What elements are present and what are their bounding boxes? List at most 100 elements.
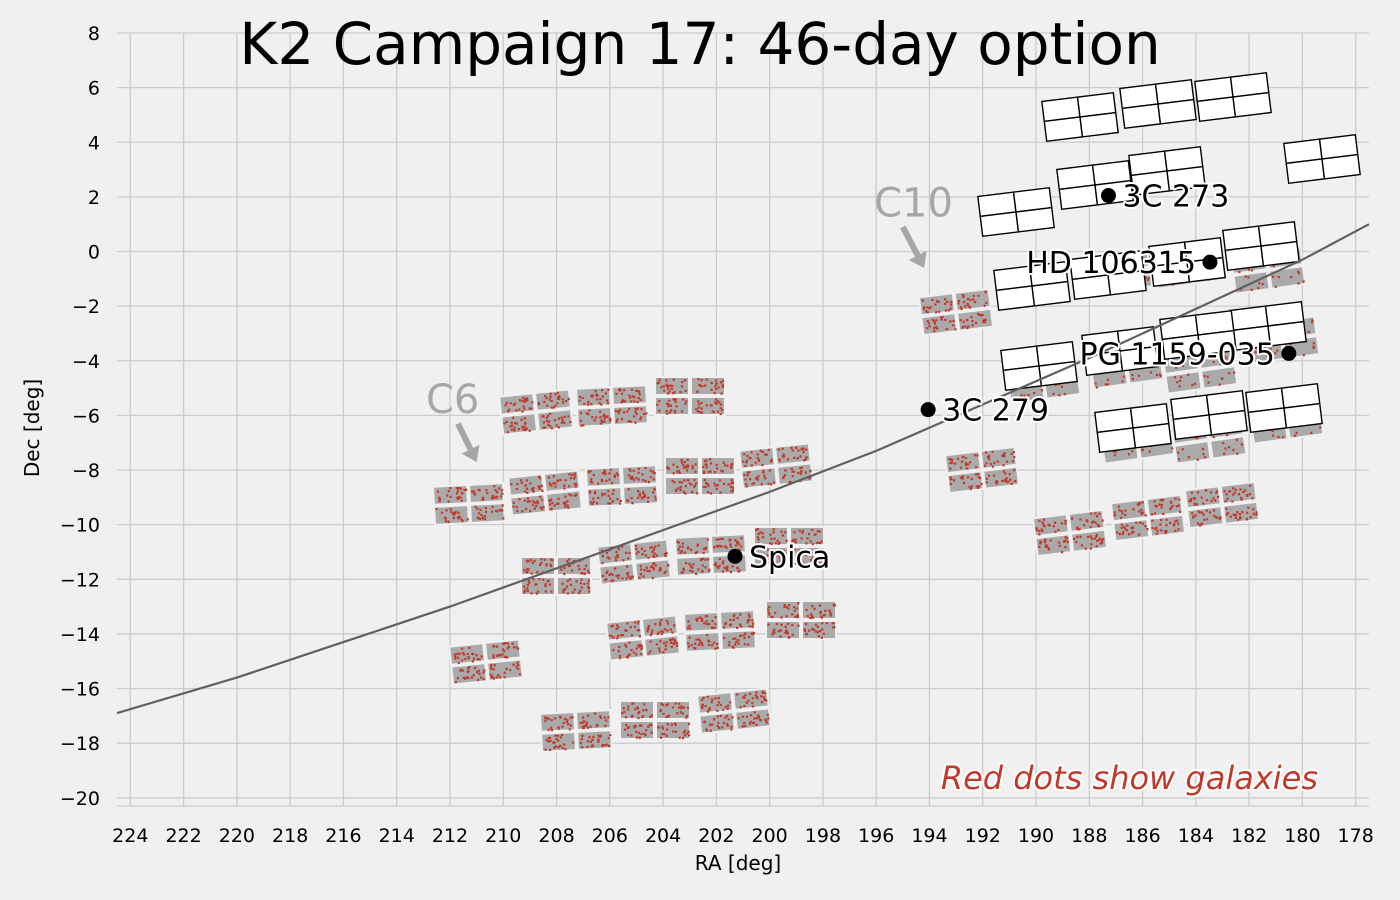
galaxy-dot: [671, 631, 674, 634]
galaxy-dot: [649, 723, 653, 726]
galaxy-dot: [685, 714, 689, 718]
galaxy-dot: [729, 543, 732, 546]
galaxy-dot: [566, 592, 570, 595]
galaxy-dot: [549, 499, 552, 502]
galaxy-dot: [528, 581, 531, 584]
galaxy-dot: [586, 714, 590, 717]
galaxy-dot: [620, 401, 624, 404]
galaxy-dot: [1070, 517, 1074, 520]
galaxy-dot: [685, 400, 688, 403]
galaxy-dot: [660, 386, 663, 389]
galaxy-dot: [947, 309, 950, 312]
galaxy-dot: [591, 481, 594, 484]
galaxy-dot: [697, 406, 700, 409]
galaxy-dot: [721, 560, 725, 563]
galaxy-dot: [615, 627, 618, 631]
galaxy-dot: [662, 712, 665, 716]
ccd-channel: [631, 538, 670, 562]
galaxy-dot: [772, 528, 775, 531]
galaxy-dot: [751, 619, 754, 622]
galaxy-dot: [625, 577, 628, 580]
galaxy-dot: [793, 531, 796, 534]
galaxy-dot: [666, 412, 669, 415]
galaxy-dot: [677, 487, 680, 490]
galaxy-dot: [761, 463, 764, 467]
galaxy-dot: [617, 411, 620, 415]
galaxy-dot: [1231, 487, 1235, 490]
galaxy-dot: [526, 568, 529, 571]
galaxy-dot: [735, 540, 739, 543]
galaxy-dot: [578, 399, 581, 402]
galaxy-dot: [649, 469, 653, 472]
galaxy-dot: [1060, 550, 1064, 554]
galaxy-dot: [1089, 547, 1093, 550]
galaxy-dot: [1254, 350, 1257, 354]
galaxy-dot: [554, 734, 557, 737]
galaxy-dot: [1095, 515, 1099, 518]
galaxy-dot: [721, 385, 724, 388]
galaxy-dot: [556, 391, 560, 394]
galaxy-dot: [759, 557, 762, 560]
galaxy-dot: [527, 579, 530, 582]
galaxy-dot: [1086, 520, 1089, 523]
galaxy-dot: [804, 458, 807, 461]
galaxy-dot: [805, 608, 808, 612]
y-tick-label: −18: [60, 733, 100, 755]
galaxy-dot: [1106, 378, 1110, 382]
galaxy-dot: [640, 416, 643, 419]
galaxy-dot: [960, 460, 964, 464]
galaxy-dot: [829, 614, 832, 617]
galaxy-dot: [554, 745, 558, 748]
galaxy-dot: [772, 481, 775, 484]
galaxy-dot: [1053, 521, 1057, 524]
galaxy-dot: [720, 392, 723, 395]
galaxy-dot: [748, 722, 752, 726]
galaxy-dot: [772, 531, 775, 534]
ccd-channel: [556, 576, 592, 596]
galaxy-dot: [693, 478, 696, 481]
galaxy-dot: [683, 734, 687, 737]
galaxy-dot: [545, 419, 549, 423]
galaxy-dot: [645, 709, 648, 712]
galaxy-dot: [709, 458, 712, 461]
galaxy-dot: [728, 641, 731, 644]
galaxy-dot: [815, 630, 818, 633]
ccd-channel: [773, 442, 812, 466]
galaxy-dot: [666, 392, 670, 395]
galaxy-dot: [522, 405, 525, 408]
galaxy-dot: [713, 391, 716, 395]
galaxy-dot: [447, 500, 450, 503]
galaxy-dot: [745, 485, 749, 488]
galaxy-dot: [731, 645, 734, 648]
galaxy-dot: [784, 552, 787, 556]
galaxy-dot: [681, 461, 684, 464]
galaxy-dot: [573, 472, 577, 475]
galaxy-dot: [630, 400, 633, 403]
galaxy-dot: [1118, 532, 1122, 536]
galaxy-dot: [594, 390, 597, 393]
galaxy-dot: [662, 642, 666, 645]
galaxy-dot: [531, 401, 534, 404]
galaxy-dot: [971, 319, 974, 323]
galaxy-dot: [653, 545, 657, 548]
galaxy-dot: [922, 306, 926, 309]
galaxy-dot: [511, 424, 514, 427]
galaxy-dot: [755, 716, 759, 720]
galaxy-dot: [540, 561, 543, 565]
galaxy-dot: [968, 460, 972, 464]
galaxy-dot: [798, 467, 802, 470]
galaxy-dot: [578, 589, 582, 593]
ccd-channel: [1157, 98, 1197, 125]
galaxy-dot: [782, 549, 786, 552]
galaxy-dot: [963, 305, 967, 308]
galaxy-dot: [757, 555, 760, 558]
y-tick-label: −6: [72, 405, 100, 427]
galaxy-dot: [809, 540, 812, 543]
galaxy-dot: [983, 320, 986, 324]
galaxy-dot: [587, 470, 590, 473]
galaxy-dot: [1095, 544, 1098, 548]
galaxy-dot: [553, 717, 557, 720]
galaxy-dot: [790, 446, 793, 450]
ccd-channel: [598, 562, 637, 586]
galaxy-dot: [792, 456, 796, 460]
